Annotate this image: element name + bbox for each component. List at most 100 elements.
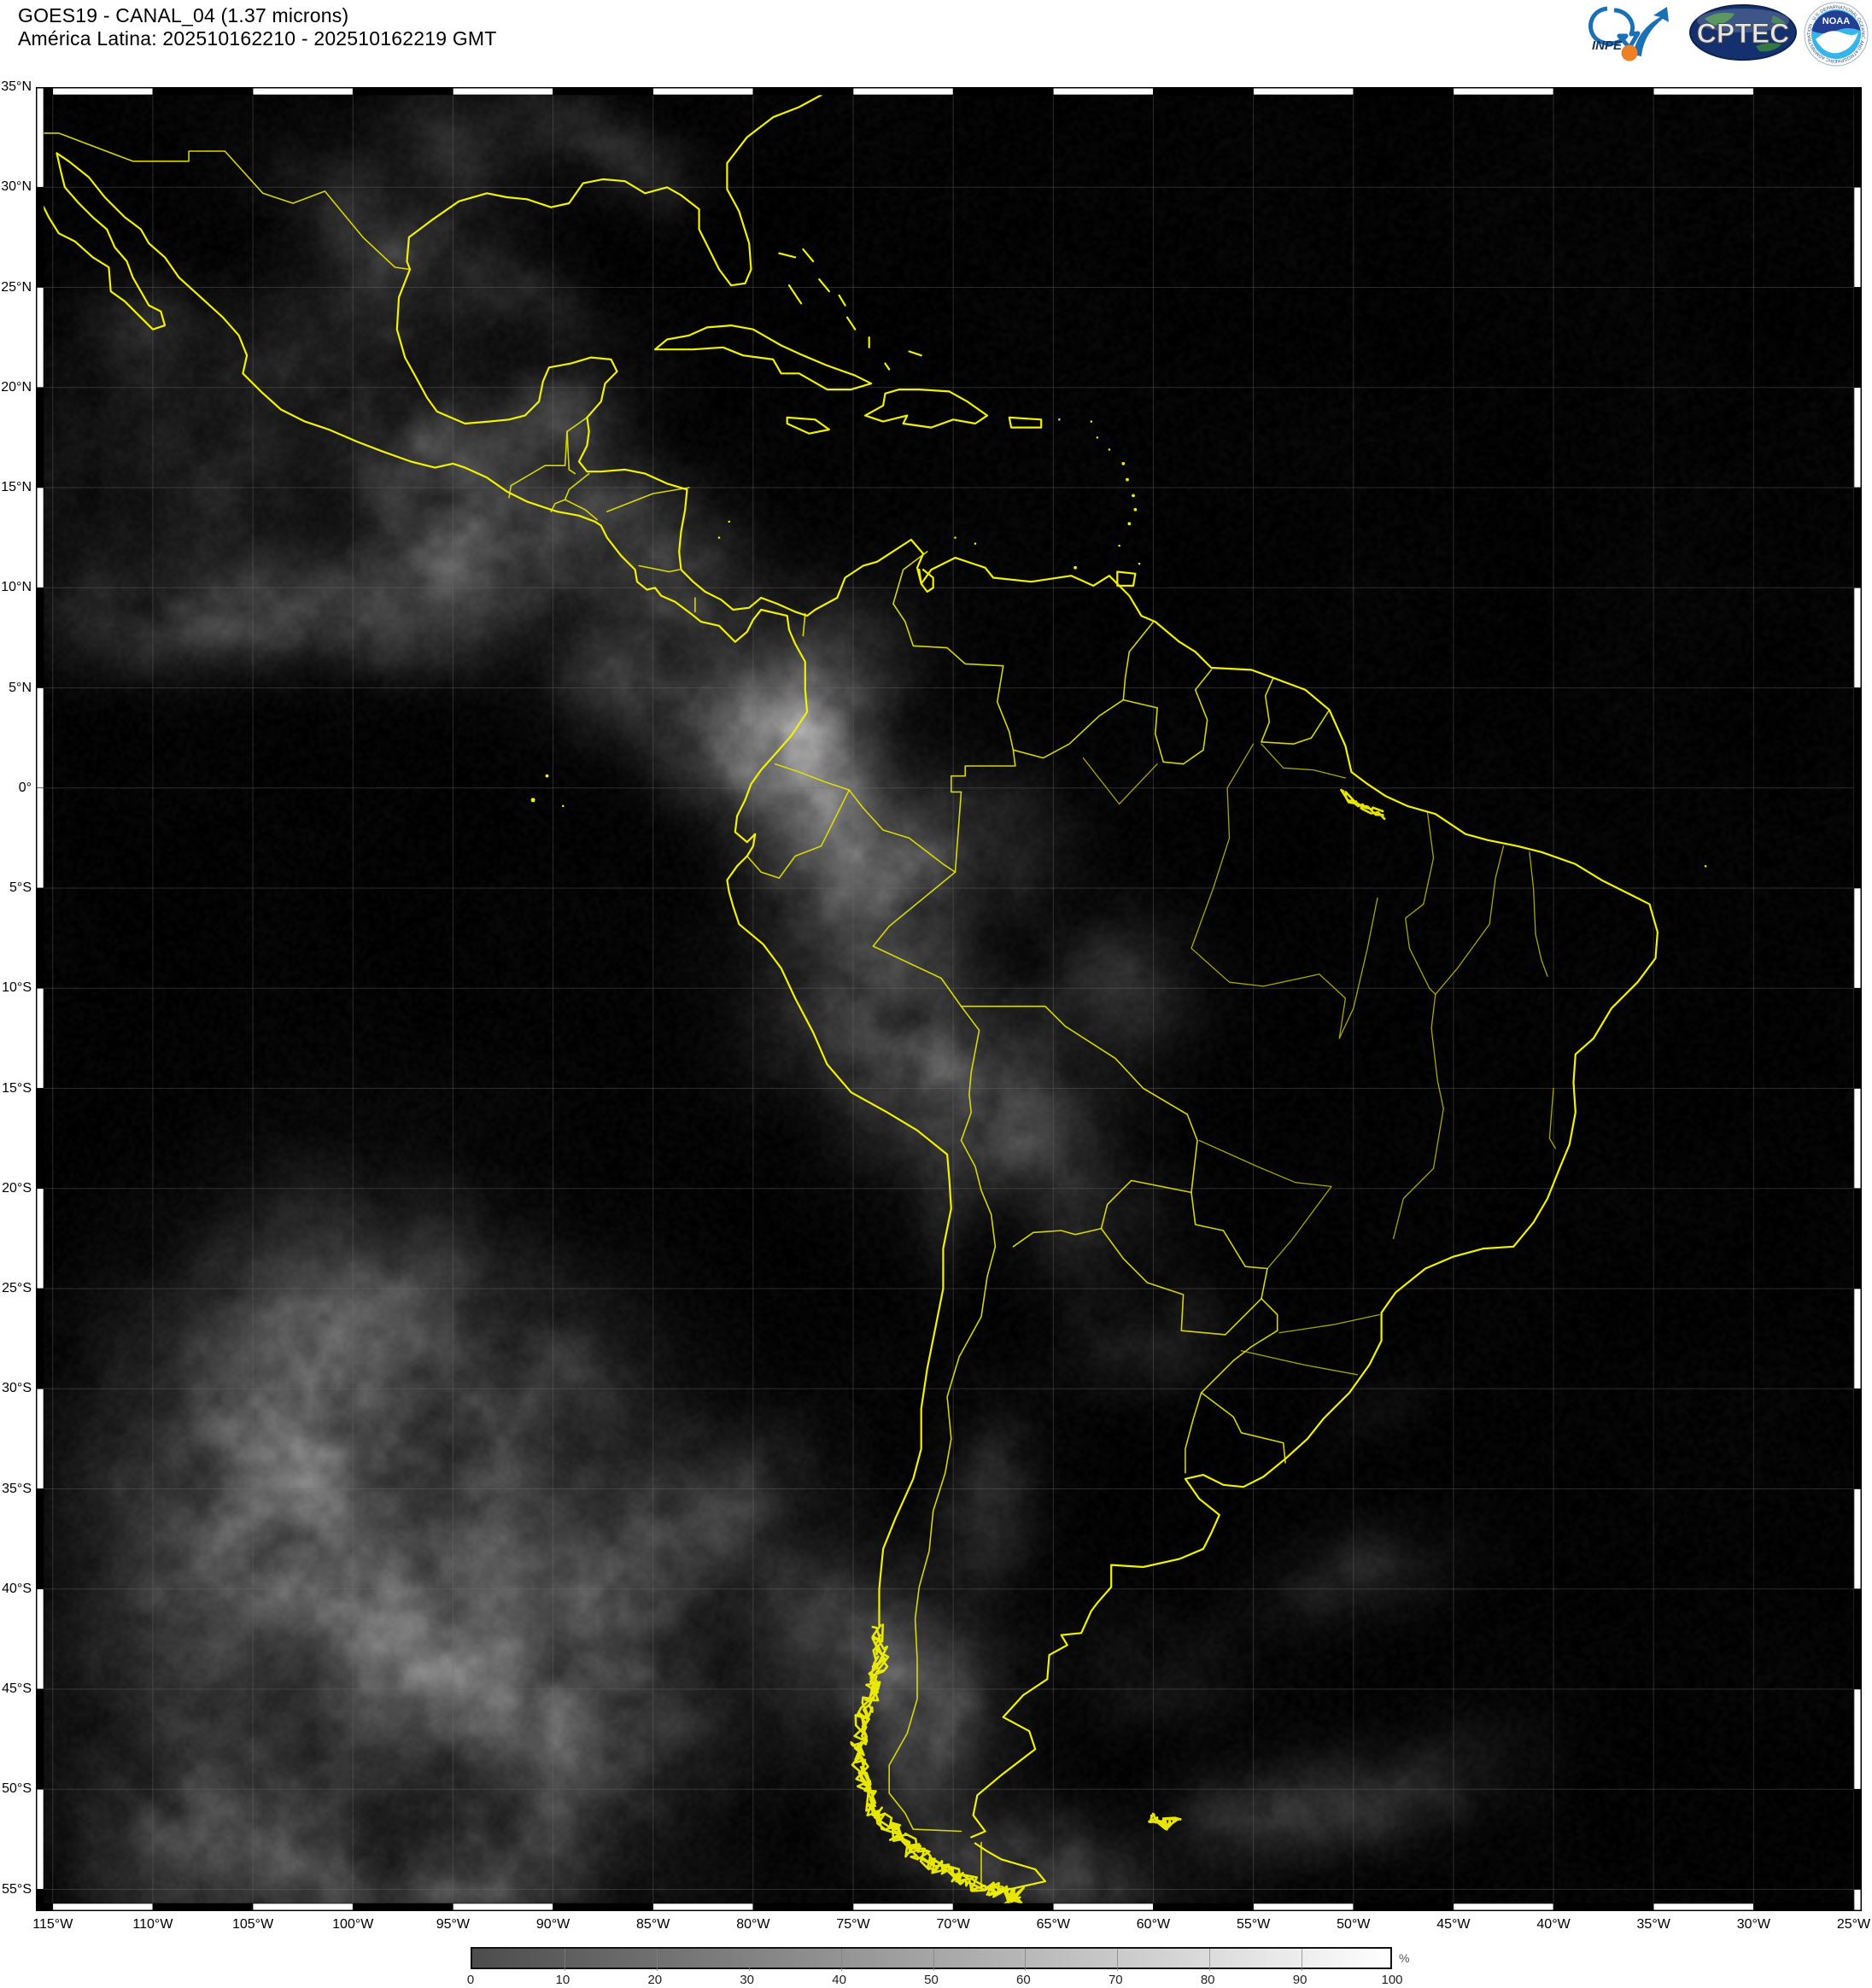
lon-label: 80°W <box>736 1917 770 1932</box>
tocantins-maranhao <box>1405 903 1436 995</box>
islet-dot <box>1704 864 1707 868</box>
paraguay-brazil <box>1190 1191 1268 1300</box>
inpe-swirl-icon <box>1588 6 1641 50</box>
lat-label: 35°S <box>2 1481 32 1496</box>
colorbar-tick <box>1025 1949 1027 1971</box>
page-subtitle: América Latina: 202510162210 - 202510162… <box>18 27 497 50</box>
islet-dot <box>530 798 535 803</box>
islet-dot <box>1073 565 1077 570</box>
amazon-mouth-marajo <box>1340 788 1386 821</box>
belize-guatemala <box>566 430 576 475</box>
cptec-land-icon <box>1705 12 1735 26</box>
colorbar-tick <box>1209 1949 1211 1971</box>
colombia-venezuela <box>892 551 1015 751</box>
lon-label: 90°W <box>535 1917 570 1932</box>
colorbar-tick-label: 80 <box>1200 1973 1215 1987</box>
hispaniola <box>864 389 989 429</box>
lon-label: 65°W <box>1036 1917 1070 1932</box>
usa-mexico-border <box>36 132 411 271</box>
guatemala-el-salvador <box>550 499 566 512</box>
inpe-logo-text: INPE <box>1592 38 1623 53</box>
mato-grosso-sul-parana-river <box>1198 1139 1332 1270</box>
lat-label: 0° <box>18 780 32 795</box>
colorbar-tick-label: 50 <box>924 1973 939 1987</box>
turks-caicos <box>908 350 922 357</box>
coastlines-layer <box>36 87 1658 1897</box>
tocantins-araguaia <box>1338 898 1378 1039</box>
colombia-ecuador <box>774 763 851 791</box>
colorbar-gradient <box>471 1947 1392 1971</box>
colorbar-tick <box>1117 1949 1119 1971</box>
paraguay-argentina <box>1100 1227 1262 1336</box>
lat-label: 55°S <box>2 1881 32 1897</box>
lon-label: 40°W <box>1536 1917 1571 1932</box>
maranhao-piaui <box>1435 845 1505 995</box>
mexico-guatemala <box>508 430 568 499</box>
lat-label: 45°S <box>2 1681 32 1696</box>
state-borders-layer <box>1082 743 1557 1376</box>
noaa-logo: NATIONAL OCEANIC AND ATMOSPHERIC ADMINIS… <box>1804 2 1869 67</box>
brazil-uruguay <box>1200 1392 1286 1464</box>
mato-grosso-north <box>1190 947 1347 1039</box>
ecuador-peru <box>746 789 851 880</box>
lon-label: 70°W <box>936 1917 970 1932</box>
colombia-brazil-steps <box>951 749 1016 873</box>
colorbar-tick-label: 30 <box>740 1973 755 1987</box>
islet-dot <box>1058 418 1061 421</box>
colombia-peru <box>848 789 956 873</box>
colorbar-tick-label: 100 <box>1381 1973 1403 1987</box>
brazil-argentina <box>1200 1297 1278 1394</box>
lat-label: 10°S <box>2 980 32 996</box>
cptec-land2-icon <box>1756 43 1781 52</box>
islet-dot <box>717 536 721 539</box>
islet-dot <box>1090 420 1093 423</box>
falkland-islands <box>1147 1812 1182 1831</box>
noaa-gull-icon <box>1816 31 1858 54</box>
para-maranhao <box>1423 811 1435 905</box>
trinidad <box>1116 570 1137 587</box>
page-title: GOES19 - CANAL_04 (1.37 microns) <box>18 4 349 26</box>
noaa-top-half-icon <box>1811 10 1861 33</box>
cptec-gloss-icon <box>1697 9 1789 32</box>
colorbar-tick-label: 40 <box>832 1973 846 1987</box>
colorbar-tick-label: 90 <box>1292 1973 1307 1987</box>
satellite-map <box>36 87 1862 1911</box>
fjords-layer <box>850 788 1386 1909</box>
venezuela-brazil-guyana <box>1012 699 1125 759</box>
bolivia-chile <box>960 1139 997 1248</box>
lat-label: 20°N <box>1 379 32 395</box>
peru-bolivia <box>960 1005 980 1142</box>
islet-dot <box>954 536 956 539</box>
islet-dot <box>1108 448 1111 451</box>
colorbar-tick <box>840 1949 842 1971</box>
islet-dot <box>1096 436 1099 439</box>
guyana-brazil <box>1122 699 1185 765</box>
santa-catarina-parana <box>1278 1313 1380 1334</box>
lon-label: 75°W <box>836 1917 870 1932</box>
lat-label: 50°S <box>2 1781 32 1797</box>
bahamas-eleuthera <box>818 278 830 293</box>
colorbar-tick <box>933 1949 934 1971</box>
lon-label: 60°W <box>1136 1917 1171 1932</box>
lat-label: 35°N <box>1 79 32 94</box>
bahamas-andros <box>787 284 803 305</box>
french-guiana-brazil <box>1261 709 1331 745</box>
lat-label: 5°N <box>9 680 32 695</box>
baja-california <box>36 152 167 330</box>
cptec-logo-text: CPTEC <box>1697 18 1789 49</box>
lat-label: 15°N <box>1 480 32 494</box>
lat-label: 25°N <box>1 279 32 295</box>
colorbar-tick-label: 0 <box>466 1973 475 1987</box>
cptec-land3-icon <box>1771 15 1788 27</box>
bahamas-inagua <box>884 362 891 371</box>
guatemala-honduras <box>564 472 590 500</box>
jamaica <box>786 416 830 435</box>
colorbar-tick-label: 20 <box>647 1973 663 1987</box>
bolivia-argentina <box>1012 1227 1103 1248</box>
bahamas-long-island <box>845 316 857 330</box>
inpe-logo: INPE <box>1588 6 1669 61</box>
cuba <box>653 325 873 391</box>
lon-label: 25°W <box>1836 1917 1871 1932</box>
map-graticule <box>36 87 1862 1911</box>
